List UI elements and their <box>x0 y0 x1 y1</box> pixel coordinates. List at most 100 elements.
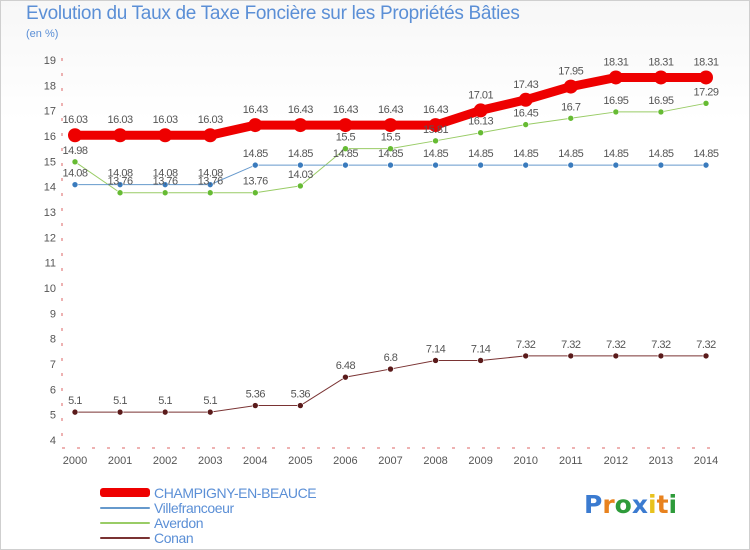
data-point <box>567 352 575 360</box>
data-point <box>702 161 710 169</box>
data-point <box>387 161 394 169</box>
data-label: 6.8 <box>384 352 398 364</box>
logo-letter: t <box>656 490 669 519</box>
data-label: 14.85 <box>243 148 268 160</box>
data-point <box>116 181 124 188</box>
data-label: 13.76 <box>153 176 178 188</box>
data-label: 14.03 <box>288 169 313 181</box>
legend-label-conan: Conan <box>154 529 194 546</box>
data-label: 5.1 <box>203 395 217 407</box>
x-tick-label: 2013 <box>649 455 673 467</box>
data-label: 14.08 <box>198 168 223 180</box>
data-label: 16.03 <box>153 114 178 126</box>
legend-label-averdon: Averdon <box>154 514 204 531</box>
legend-item-conan: Conan <box>100 529 316 546</box>
data-point <box>342 161 349 169</box>
data-point <box>563 79 578 94</box>
data-label: 5.1 <box>158 395 172 407</box>
data-point <box>297 402 304 409</box>
y-tick-label: 8 <box>50 334 56 346</box>
data-point <box>432 357 439 364</box>
data-point <box>342 145 349 152</box>
x-tick-label: 2004 <box>243 455 267 467</box>
data-point <box>702 100 710 107</box>
data-label: 16.03 <box>198 114 223 126</box>
data-label: 14.85 <box>423 148 448 160</box>
data-point <box>161 181 169 188</box>
x-tick-label: 2014 <box>694 455 718 467</box>
data-point <box>116 189 124 197</box>
data-label: 7.32 <box>696 339 716 351</box>
data-point <box>477 129 484 137</box>
y-tick-label: 11 <box>45 258 56 270</box>
data-point <box>657 352 665 360</box>
data-point <box>71 408 79 416</box>
logo-letter: r <box>602 490 615 519</box>
data-label: 14.85 <box>468 148 493 160</box>
data-label: 14.85 <box>333 148 358 160</box>
data-label: 16.43 <box>423 104 448 116</box>
y-tick-label: 16 <box>44 131 56 143</box>
data-label: 17.29 <box>693 86 718 98</box>
data-point <box>612 352 620 360</box>
y-tick-label: 9 <box>50 308 56 320</box>
y-tick-label: 17 <box>44 106 56 118</box>
y-tick-label: 15 <box>44 156 56 168</box>
data-label: 14.08 <box>62 168 87 180</box>
y-tick-label: 18 <box>44 80 56 92</box>
data-point <box>518 92 533 107</box>
data-point <box>158 128 173 143</box>
data-point <box>657 108 665 116</box>
data-point <box>293 118 308 133</box>
data-label: 15.5 <box>336 132 356 144</box>
legend-swatch-conan <box>100 536 150 539</box>
data-label: 7.14 <box>426 343 446 355</box>
data-point <box>567 161 575 169</box>
x-tick-label: 2006 <box>333 455 357 467</box>
data-point <box>248 118 263 133</box>
data-label: 7.14 <box>471 343 491 355</box>
legend-swatch-champigny <box>100 488 150 497</box>
data-point <box>297 182 304 190</box>
data-point <box>608 70 623 85</box>
y-tick-label: 19 <box>44 55 56 67</box>
logo-letter: i <box>668 490 678 519</box>
logo-letter: i <box>648 490 657 519</box>
data-label: 14.85 <box>378 148 403 160</box>
data-point <box>161 189 169 197</box>
y-tick-label: 6 <box>50 384 56 396</box>
legend-item-champigny: CHAMPIGNY-EN-BEAUCE <box>100 485 317 501</box>
data-point <box>428 118 443 133</box>
data-point <box>113 128 128 143</box>
data-point <box>477 357 484 364</box>
data-point <box>203 128 218 143</box>
data-label: 16.45 <box>513 108 538 120</box>
data-label: 17.95 <box>558 66 583 78</box>
data-point <box>68 128 82 143</box>
logo-letter: P <box>584 490 603 519</box>
data-point <box>338 118 353 133</box>
data-label: 14.08 <box>153 168 178 180</box>
data-label: 16.03 <box>108 114 133 126</box>
data-label: 7.32 <box>606 339 626 351</box>
logo-letter: o <box>614 490 632 519</box>
data-label: 5.36 <box>291 389 311 401</box>
x-tick-label: 2003 <box>198 455 222 467</box>
data-label: 17.01 <box>468 89 493 101</box>
data-label: 15.5 <box>381 132 401 144</box>
data-point <box>71 158 79 166</box>
data-label: 14.98 <box>62 145 87 157</box>
data-label: 14.85 <box>603 148 628 160</box>
logo-letter: x <box>631 490 648 519</box>
x-tick-label: 2001 <box>108 455 132 467</box>
data-label: 17.43 <box>513 79 538 91</box>
data-label: 18.31 <box>648 56 673 68</box>
data-point <box>612 161 620 169</box>
data-label: 5.1 <box>68 395 82 407</box>
data-point <box>522 352 530 360</box>
data-point <box>251 161 259 169</box>
y-tick-label: 4 <box>50 435 56 447</box>
data-label: 5.1 <box>113 395 127 407</box>
legend-swatch-averdon <box>100 521 150 524</box>
data-point <box>297 161 304 169</box>
